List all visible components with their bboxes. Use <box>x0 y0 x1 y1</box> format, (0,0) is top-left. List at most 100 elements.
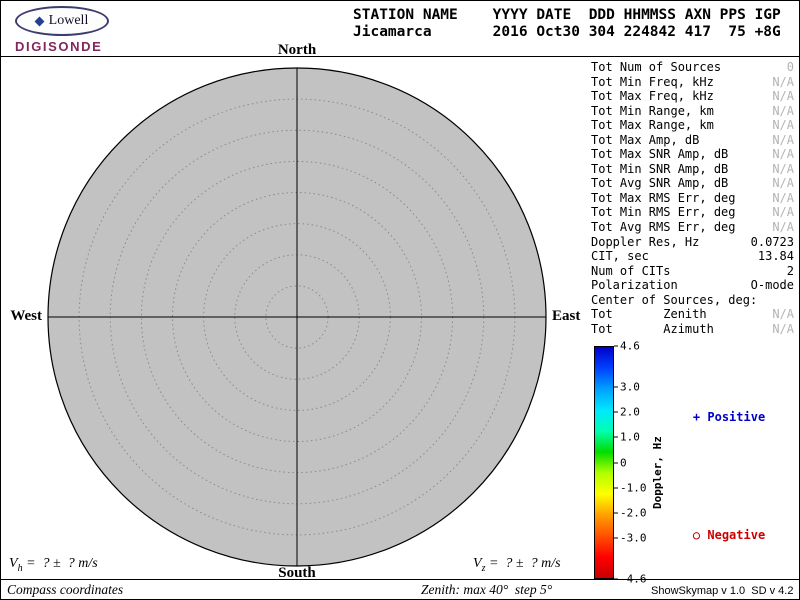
horizontal-velocity-readout: Vh = ? ± ? m/s <box>9 556 98 574</box>
colorbar-tick-label: 1.0 <box>620 430 640 444</box>
colorbar-tick: 2.0 <box>614 405 640 418</box>
compass-label-south: South <box>278 565 316 581</box>
legend-negative: ○ Negative <box>664 514 765 556</box>
stats-row: Tot Max SNR Amp, dB N/A <box>591 147 794 162</box>
colorbar-tick-label: 4.6 <box>620 339 640 353</box>
colorbar-tick-mark <box>614 436 618 438</box>
stats-row-value: N/A <box>772 147 794 162</box>
stats-row: Center of Sources, deg: <box>591 293 794 308</box>
legend-positive-label: Positive <box>707 410 766 424</box>
stats-row-label: Tot Zenith <box>591 307 707 322</box>
zenith-scale-label: Zenith: max 40° step 5° <box>421 582 553 597</box>
lowell-digisonde-logo: Lowell DIGISONDE <box>15 6 109 54</box>
stats-row: Tot Azimuth N/A <box>591 322 794 337</box>
vz-symbol: V <box>473 556 482 571</box>
stats-row-label: Center of Sources, deg: <box>591 292 758 307</box>
stats-row-label: Tot Max RMS Err, deg <box>591 190 736 205</box>
colorbar-tick-label: -3.0 <box>620 531 647 545</box>
stats-row-value: N/A <box>772 190 794 205</box>
stats-row: Tot Min RMS Err, deg N/A <box>591 205 794 220</box>
positive-marker-icon: + <box>692 410 701 424</box>
stats-row-label: Num of CITs <box>591 263 671 278</box>
stats-row: CIT, sec 13.84 <box>591 249 794 264</box>
colorbar-tick: 0 <box>614 456 627 469</box>
lowell-brand-text: Lowell <box>48 13 89 28</box>
colorbar-gradient <box>594 346 614 579</box>
colorbar-ticks: 4.6 3.0 2.0 1.0 0 -1.0 -2.0 -3.0 -4.6 <box>614 340 656 586</box>
compass-label-east: East <box>552 308 581 324</box>
doppler-colorbar: 4.6 3.0 2.0 1.0 0 -1.0 -2.0 -3.0 -4.6 Doppler, H… <box>594 340 664 586</box>
colorbar-tick-label: 3.0 <box>620 380 640 394</box>
stats-row-value: 0.0723 <box>750 234 794 249</box>
stats-row-label: Tot Max Freq, kHz <box>591 89 714 104</box>
stats-row: Tot Min Range, km N/A <box>591 104 794 119</box>
stats-row-label: Tot Num of Sources <box>591 60 722 74</box>
stats-row-label: Tot Min Range, km <box>591 103 714 118</box>
stats-row-label: Tot Min RMS Err, deg <box>591 205 736 220</box>
stats-row: Tot Avg SNR Amp, dB N/A <box>591 176 794 191</box>
stats-row-value: N/A <box>772 176 794 191</box>
vh-subscript: h <box>17 562 23 574</box>
colorbar-tick: 3.0 <box>614 380 640 393</box>
colorbar-tick-label: -1.0 <box>620 481 647 495</box>
colorbar-tick-mark <box>614 345 618 347</box>
stats-row-value: N/A <box>772 89 794 104</box>
stats-row-label: Tot Avg RMS Err, deg <box>591 220 736 235</box>
colorbar-tick-mark <box>614 537 618 539</box>
colorbar-tick: -1.0 <box>614 481 647 494</box>
stats-row: Tot Max Amp, dB N/A <box>591 133 794 148</box>
stats-row-label: Tot Avg SNR Amp, dB <box>591 176 729 191</box>
compass-label-north: North <box>277 42 317 58</box>
colorbar-tick-label: 2.0 <box>620 405 640 419</box>
stats-row-value: N/A <box>772 132 794 147</box>
stats-row: Tot Zenith N/A <box>591 307 794 322</box>
stats-row-label: Tot Max Amp, dB <box>591 132 700 147</box>
lowell-logo-oval: Lowell <box>15 6 109 36</box>
colorbar-tick: 4.6 <box>614 340 640 353</box>
negative-marker-icon: ○ <box>692 528 701 542</box>
colorbar-tick-label: -2.0 <box>620 506 647 520</box>
colorbar-tick-mark <box>614 512 618 514</box>
digisonde-wordmark: DIGISONDE <box>15 39 103 54</box>
colorbar-tick: -3.0 <box>614 532 647 545</box>
colorbar-tick-mark <box>614 386 618 388</box>
colorbar-tick-mark <box>614 411 618 413</box>
coordinates-mode-label: Compass coordinates <box>7 582 124 597</box>
vertical-velocity-readout: Vz = ? ± ? m/s <box>473 556 561 574</box>
stats-row-value: N/A <box>772 321 794 336</box>
colorbar-tick-mark <box>614 487 618 489</box>
stats-row-label: CIT, sec <box>591 249 649 264</box>
stats-row: Tot Min SNR Amp, dB N/A <box>591 162 794 177</box>
stats-row: Tot Num of Sources 0 <box>591 60 794 75</box>
stats-row: Num of CITs 2 <box>591 264 794 279</box>
version-label: ShowSkymap v 1.0 SD v 4.2 <box>651 585 794 597</box>
stats-row: Tot Avg RMS Err, deg N/A <box>591 220 794 235</box>
stats-row-value: N/A <box>772 220 794 235</box>
header-station-values: Jicamarca 2016 Oct30 304 224842 417 75 +… <box>353 24 781 40</box>
legend-positive: + Positive <box>664 396 765 438</box>
stats-row-value: N/A <box>772 103 794 118</box>
stats-row-value: 2 <box>786 263 794 278</box>
vh-value: = ? ± ? m/s <box>22 556 98 571</box>
colorbar-title: Doppler, Hz <box>651 436 664 509</box>
vh-symbol: V <box>9 556 18 571</box>
stats-row-label: Polarization <box>591 278 678 293</box>
stats-row: Tot Max Freq, kHz N/A <box>591 89 794 104</box>
stats-row-label: Tot Min Freq, kHz <box>591 74 714 89</box>
stats-row: Tot Max Range, km N/A <box>591 118 794 133</box>
stats-row-label: Tot Max SNR Amp, dB <box>591 147 729 162</box>
colorbar-tick-mark <box>614 462 618 463</box>
footer-divider <box>1 579 799 580</box>
vz-value: = ? ± ? m/s <box>485 556 561 571</box>
stats-row-value: 0 <box>786 60 794 74</box>
stats-row: Doppler Res, Hz 0.0723 <box>591 235 794 250</box>
stats-row-label: Tot Max Range, km <box>591 118 714 133</box>
stats-row-value: N/A <box>772 74 794 89</box>
legend-negative-label: Negative <box>707 528 766 542</box>
stats-row-label: Tot Azimuth <box>591 321 714 336</box>
stats-row-value: N/A <box>772 307 794 322</box>
colorbar-tick: -2.0 <box>614 507 647 520</box>
stats-row-value: 13.84 <box>757 249 794 264</box>
